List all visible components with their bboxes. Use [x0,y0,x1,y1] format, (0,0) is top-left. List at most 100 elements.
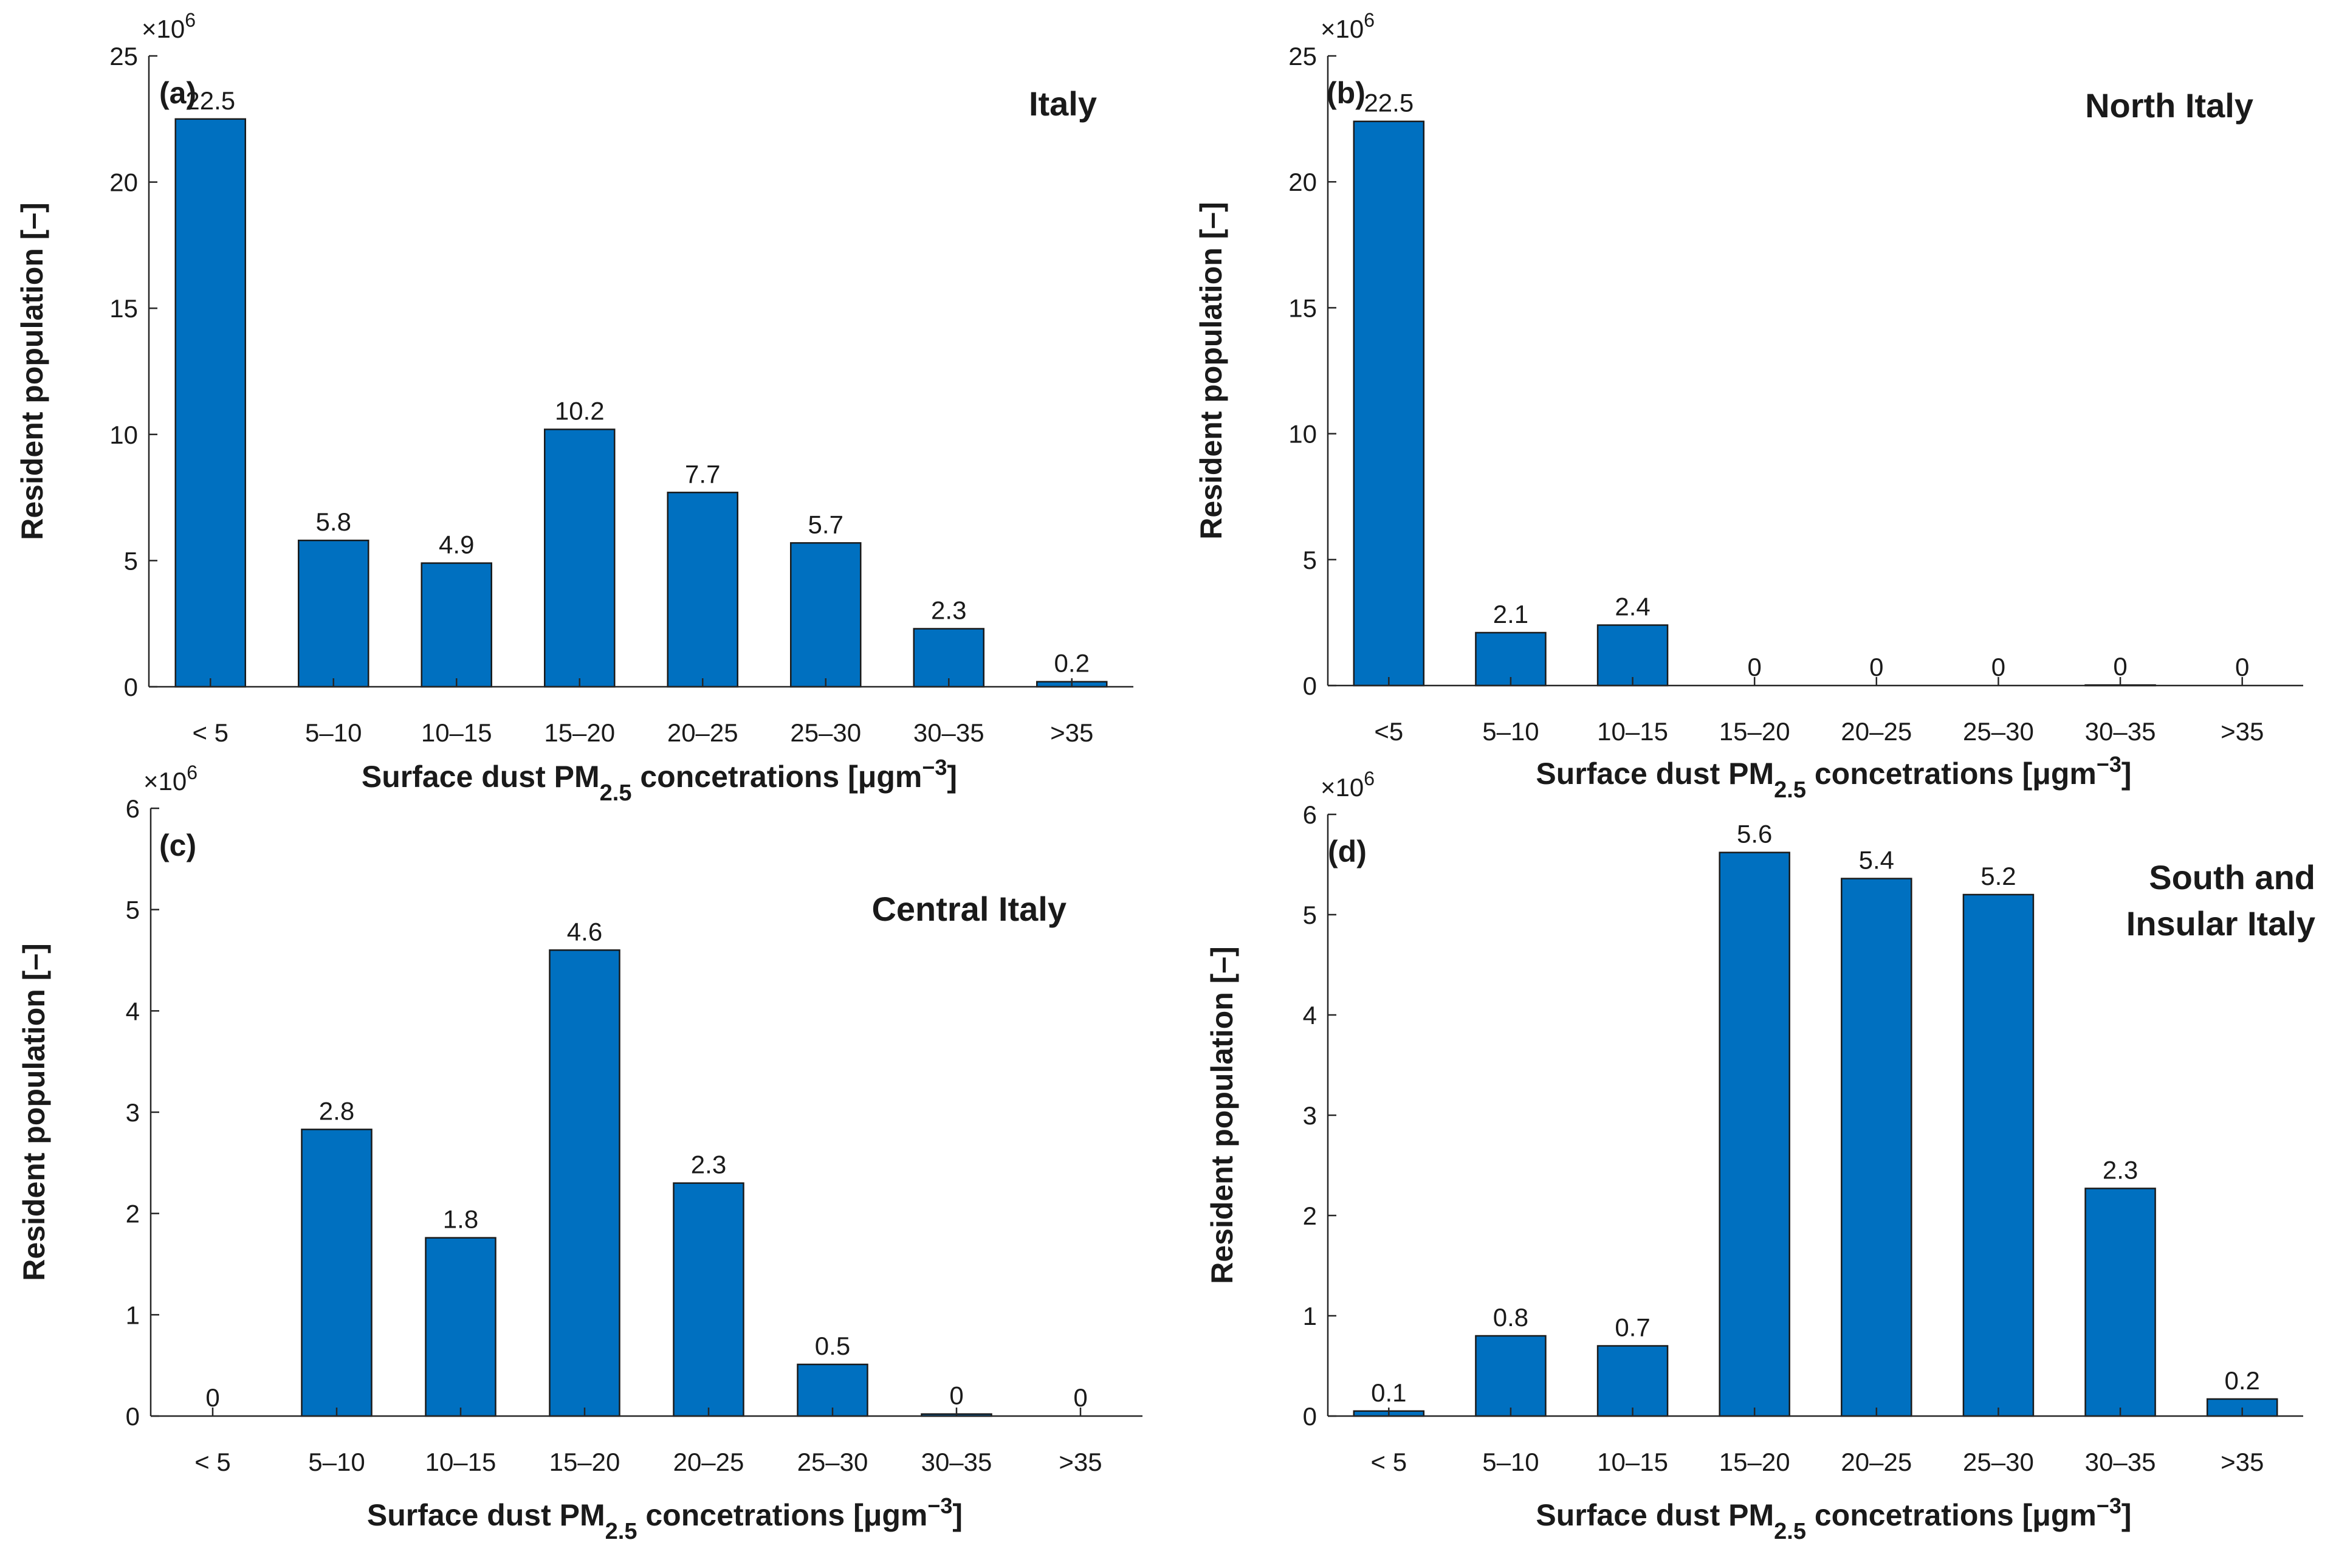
y-tick-label: 5 [124,546,138,575]
y-tick-label: 4 [126,997,140,1025]
x-tick-label: 25–30 [1963,1448,2034,1476]
panel-label: (c) [159,828,196,862]
bar [298,539,369,688]
bar [549,949,620,1417]
x-tick-label: 10–15 [1597,717,1668,746]
bar [425,1237,496,1417]
bar [1719,851,1790,1417]
bar [1962,893,2035,1417]
data-label: 2.1 [1493,600,1528,628]
region-title: Central Italy [871,890,1067,928]
y-tick-label: 5 [1303,901,1317,929]
data-label: 0 [1073,1383,1087,1412]
data-label: 5.6 [1737,820,1772,848]
data-label: 1.8 [443,1205,478,1234]
data-label: 2.3 [691,1150,726,1179]
x-tick-label: 30–35 [2085,1448,2156,1476]
x-tick-label: < 5 [194,1448,231,1476]
x-tick-label: 15–20 [1719,1448,1790,1476]
y-tick-label: 1 [126,1301,140,1329]
data-label: 0 [1991,653,2005,681]
panel-label: (b) [1327,76,1366,110]
x-axis-label: Surface dust PM2.5 concetrations [μgm−3] [367,1493,963,1544]
panel-c: 0 1 2 3 4 5 6 < 5 5–10 10–15 15–20 20–25 25–30 30–35 >… [17,762,1142,1544]
bar [673,1182,744,1417]
x-tick-label: 20–25 [673,1448,744,1476]
y-tick-label: 5 [126,896,140,924]
data-label: 5.7 [808,510,843,538]
data-label: 7.7 [685,459,720,488]
axis-multiplier: ×106 [143,762,198,796]
y-tick-label: 25 [1288,42,1317,70]
y-tick-label: 2 [1303,1202,1317,1230]
y-tick-label: 10 [109,421,138,449]
data-label: 0.2 [2224,1366,2259,1395]
data-label: 0 [205,1383,219,1412]
bar [2084,1188,2156,1417]
x-tick-label: 5–10 [1482,1448,1539,1476]
data-label: 2.8 [319,1096,354,1125]
panel-label: (a) [159,76,196,110]
x-axis-label: Surface dust PM2.5 concetrations [μgm−3] [362,755,957,806]
y-axis-label: Resident population [–] [1194,202,1228,540]
x-tick-label: 20–25 [667,718,738,747]
x-tick-label: 10–15 [421,718,492,747]
y-tick-label: 2 [126,1200,140,1228]
data-label: 0.8 [1493,1303,1528,1332]
region-title: North Italy [2085,86,2253,125]
y-tick-label: 4 [1303,1001,1317,1030]
bar [667,492,738,688]
x-tick-label: 10–15 [1597,1448,1668,1476]
bar [174,118,246,688]
x-tick-label: >35 [1059,1448,1102,1476]
data-label: 0 [1748,653,1762,681]
bar [421,562,492,688]
panel-a: 0 5 10 15 20 25 < 5 5–10 10–15 15–20 20–25 25–30 30–… [15,9,1133,806]
data-label: 5.2 [1980,862,2016,890]
data-label: 0.7 [1615,1313,1650,1342]
y-tick-label: 3 [1303,1101,1317,1130]
panel-b: 0 5 10 15 20 25 <5 5–10 10–15 15–20 20–25 25–30 30–3… [1194,9,2303,803]
x-tick-label: 20–25 [1841,717,1912,746]
y-axis-label: Resident population [–] [15,202,49,540]
data-label: 0 [1869,653,1883,681]
x-tick-label: 25–30 [790,718,861,747]
y-tick-label: 6 [1303,800,1317,829]
data-label: 0 [2113,652,2127,681]
y-tick-label: 6 [126,794,140,823]
axis-multiplier: ×106 [1321,9,1375,43]
y-tick-label: 0 [124,673,138,701]
x-tick-label: < 5 [192,718,228,747]
region-title: South and [2149,858,2315,896]
y-tick-label: 15 [1288,294,1317,322]
y-tick-label: 20 [109,168,138,197]
x-axis-label: Surface dust PM2.5 concetrations [μgm−3] [1536,1493,2131,1544]
region-title: Italy [1029,84,1097,123]
data-label: 22.5 [185,86,235,115]
x-tick-label: <5 [1374,717,1403,746]
bar [913,628,984,688]
data-label: 10.2 [555,396,605,425]
panel-d: 0 1 2 3 4 5 6 < 5 5–10 10–15 15–20 20–25 25–30 30–35 >… [1205,768,2315,1544]
data-label: 2.3 [931,596,966,625]
y-axis-label: Resident population [–] [17,943,51,1281]
bar [1596,624,1669,687]
y-tick-label: 0 [1303,672,1317,700]
x-tick-label: >35 [2221,1448,2264,1476]
data-label: 2.3 [2103,1155,2138,1184]
x-tick-label: < 5 [1371,1448,1407,1476]
data-label: 2.4 [1615,593,1650,621]
x-tick-label: 30–35 [2085,717,2156,746]
x-tick-label: 20–25 [1841,1448,1912,1476]
y-tick-label: 25 [109,42,138,70]
data-label: 5.4 [1859,846,1894,875]
bar [301,1129,373,1417]
data-label: 0.5 [815,1332,850,1360]
data-label: 0.2 [1054,649,1090,678]
x-tick-label: >35 [2221,717,2264,746]
y-tick-label: 10 [1288,420,1317,449]
x-tick-label: 30–35 [913,718,984,747]
bar [1596,1345,1669,1417]
bar [1353,120,1425,687]
